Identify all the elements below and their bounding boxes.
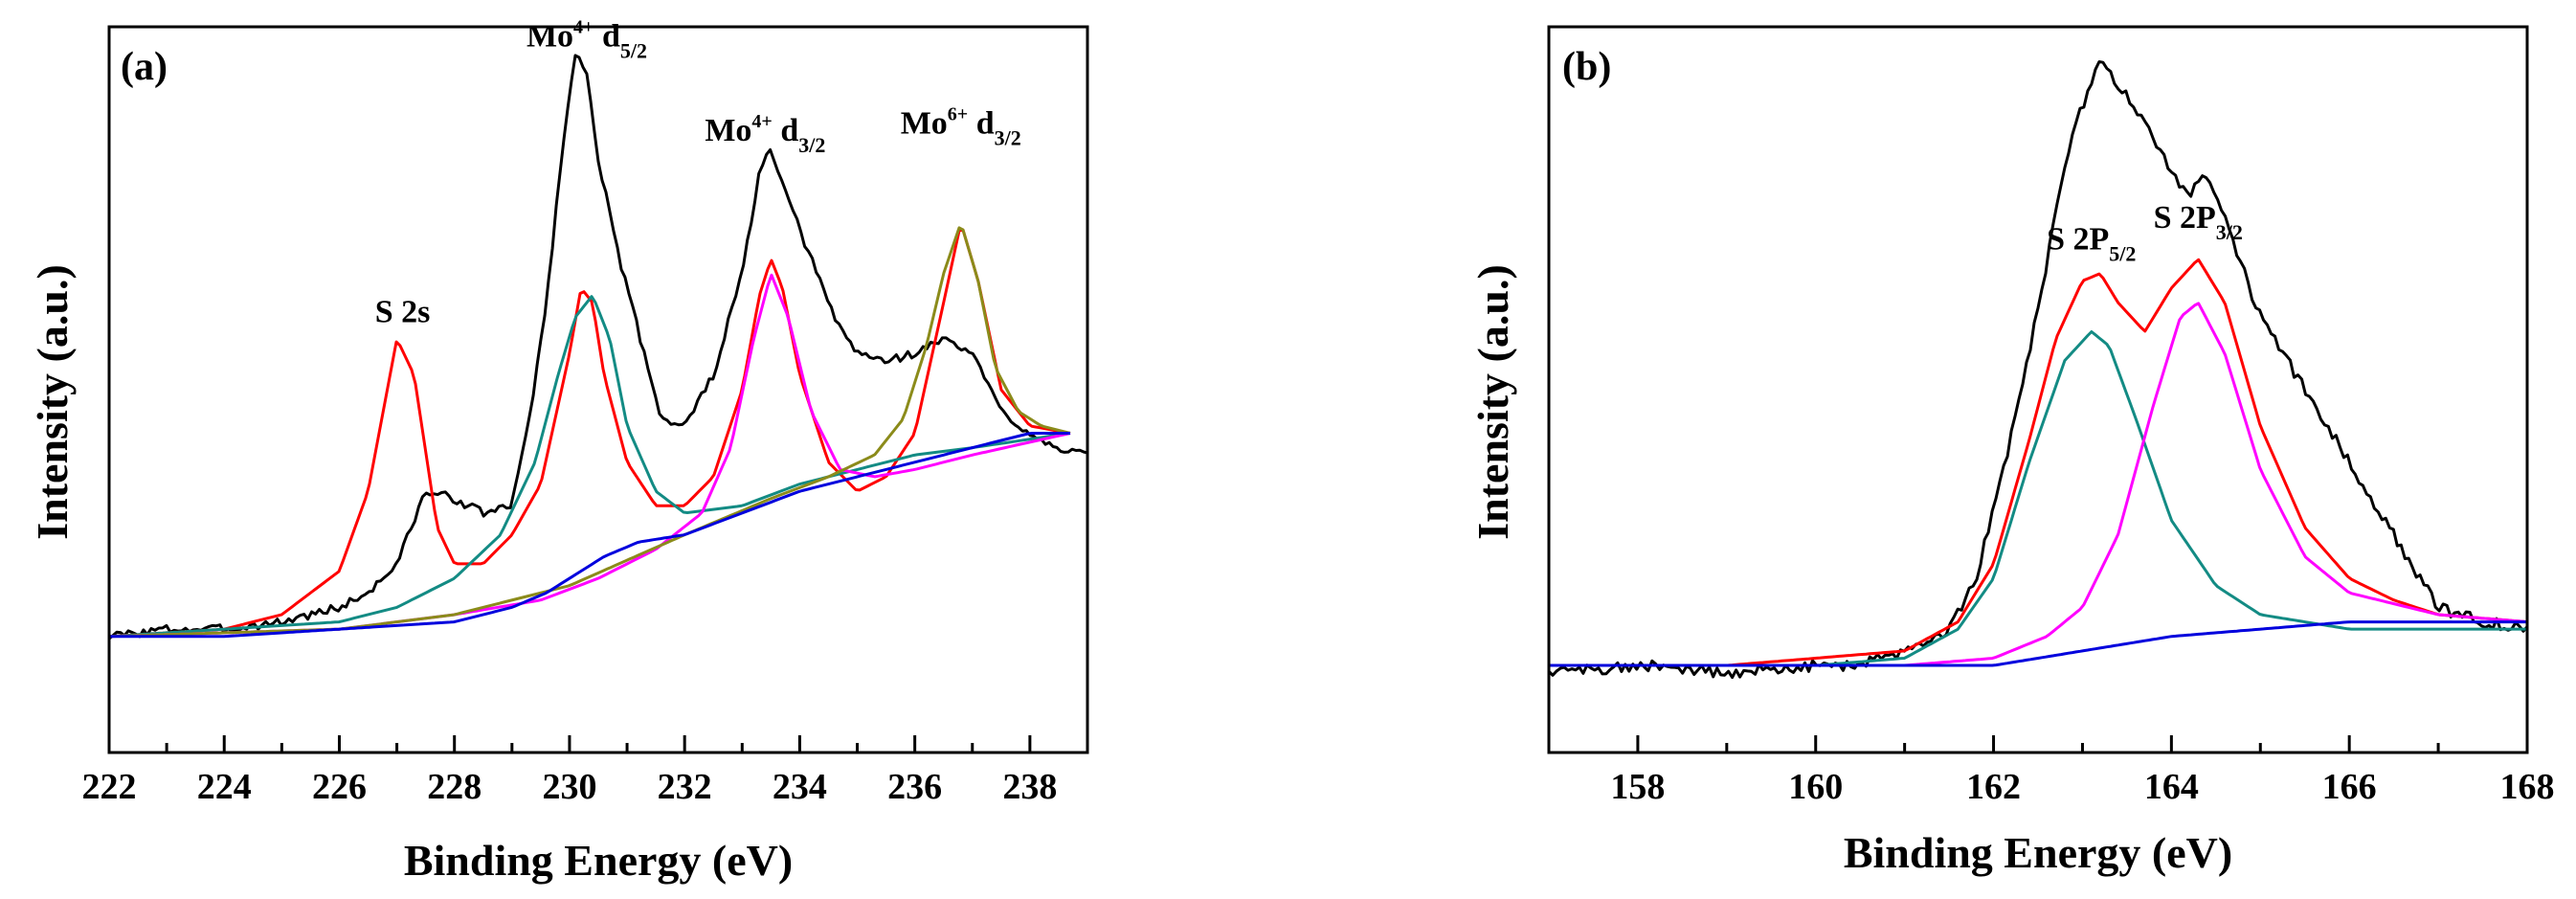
panel-b-x-tick-label: 166 <box>2322 767 2377 807</box>
panel-b-plot-frame <box>1547 25 2529 754</box>
panel-a-x-tick-label: 230 <box>542 767 596 807</box>
panel-b-x-tick-label: 160 <box>1788 767 1843 807</box>
panel-a-series-mo6-3d3-2-component <box>108 226 1071 639</box>
panel-a-series <box>108 54 1088 641</box>
panel-b-tag: (b) <box>1562 45 1611 89</box>
panel-a-x-tick-label: 238 <box>1002 767 1057 807</box>
panel-b-series-s-2p-component-1 <box>1549 330 2527 667</box>
panel-a-y-axis-title: Intensity (a.u.) <box>28 264 77 540</box>
panel-b-y-axis-title: Intensity (a.u.) <box>1468 264 1517 540</box>
panel-a-series-background <box>109 432 1070 639</box>
panel-b: 158 160 162 164 166 168 S 2P5/2 S 2P3/2 (b) Bi… <box>1468 25 2555 877</box>
panel-a-series-mo4-3d3-2-component <box>108 273 1071 639</box>
panel-a-plot-frame <box>107 25 1089 754</box>
panel-b-series-experimental <box>1547 60 2529 680</box>
panel-b-series <box>1547 60 2529 680</box>
panel-b-x-tick-labels: 158 160 162 164 166 168 <box>1610 767 2554 807</box>
panel-a-x-tick-label: 232 <box>658 767 712 807</box>
panel-a-peak-label: Mo4+ d5/2 <box>526 16 647 62</box>
panel-a-series-mo4-3d5-2-component <box>108 295 1071 639</box>
panel-b-series-background <box>1549 620 2527 667</box>
panel-b-series-s-2p-component-2 <box>1549 302 2528 667</box>
panel-a: 222 224 226 228 230 232 234 236 238 S 2s Mo4+ d5/… <box>28 16 1089 885</box>
panel-a-x-tick-labels: 222 224 226 228 230 232 234 236 238 <box>82 767 1058 807</box>
panel-a-peak-labels: S 2s Mo4+ d5/2 Mo4+ d3/2 Mo6+ d3/2 <box>375 16 1021 329</box>
panel-b-peak-label: S 2P5/2 <box>2047 222 2136 266</box>
panel-a-x-tick-label: 236 <box>887 767 942 807</box>
panel-a-x-axis-title: Binding Energy (eV) <box>404 836 793 885</box>
panel-a-x-tick-label: 228 <box>427 767 482 807</box>
panel-a-x-tick-label: 234 <box>773 767 827 807</box>
panel-a-peak-label: S 2s <box>375 294 431 329</box>
panel-b-x-tick-label: 158 <box>1610 767 1665 807</box>
panel-b-peak-labels: S 2P5/2 S 2P3/2 <box>2047 200 2243 266</box>
panel-a-tag: (a) <box>121 45 168 89</box>
panel-a-peak-label: Mo4+ d3/2 <box>705 111 825 157</box>
panel-a-x-tick-label: 226 <box>312 767 367 807</box>
panel-a-x-ticks <box>107 735 1089 753</box>
panel-b-x-ticks <box>1547 735 2529 753</box>
panel-a-x-tick-label: 224 <box>197 767 252 807</box>
panel-a-peak-label: Mo6+ d3/2 <box>901 103 1021 149</box>
panel-b-peak-label: S 2P3/2 <box>2154 200 2243 244</box>
panel-a-x-tick-label: 222 <box>82 767 137 807</box>
panel-b-series-envelope-fit <box>1549 258 2528 667</box>
panel-b-x-axis-title: Binding Energy (eV) <box>1844 828 2232 877</box>
panel-b-x-tick-label: 168 <box>2500 767 2555 807</box>
panel-b-x-tick-label: 162 <box>1966 767 2021 807</box>
panel-b-x-tick-label: 164 <box>2144 767 2199 807</box>
